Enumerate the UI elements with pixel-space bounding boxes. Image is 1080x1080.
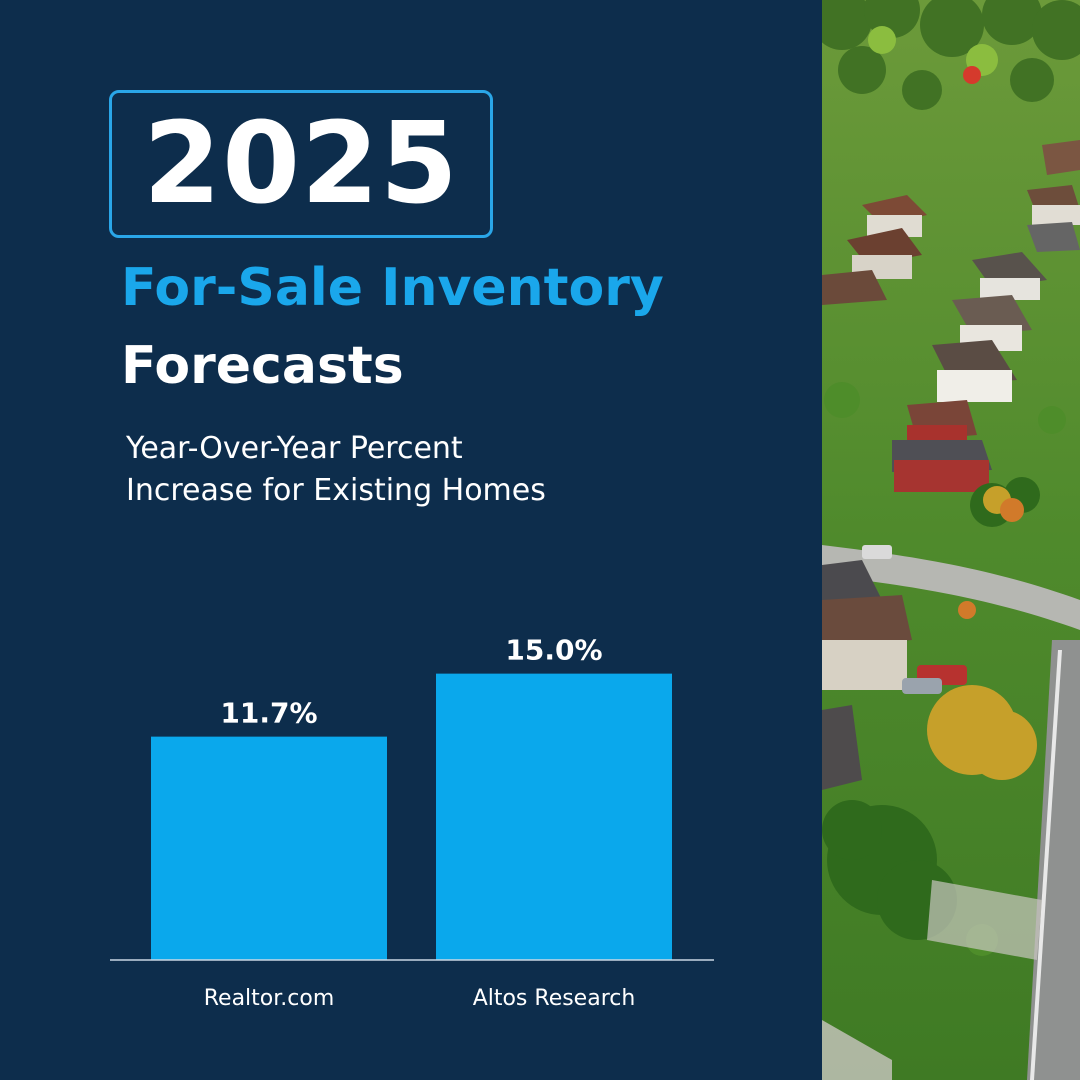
chart-subtitle: Year-Over-Year Percent Increase for Exis…: [126, 428, 546, 512]
bar-chart: 11.7% Realtor.com 15.0% Altos Research: [110, 634, 714, 1011]
title-line-2: Forecasts: [121, 336, 404, 396]
year-label: 2025: [143, 99, 459, 229]
bar-1: [151, 736, 387, 960]
subtitle-line-2: Increase for Existing Homes: [126, 473, 546, 508]
year-badge: 2025: [109, 90, 493, 238]
info-panel: 2025 For-Sale Inventory Forecasts Year-O…: [109, 90, 714, 1011]
data-label-1: 11.7%: [220, 697, 317, 730]
title-line-1: For-Sale Inventory: [121, 258, 664, 318]
bar-2: [436, 673, 672, 960]
category-label-1: Realtor.com: [204, 986, 335, 1011]
data-label-2: 15.0%: [505, 634, 602, 667]
subtitle-line-1: Year-Over-Year Percent: [126, 431, 463, 466]
category-label-2: Altos Research: [473, 986, 636, 1011]
aerial-neighborhood-photo: [822, 0, 1080, 1080]
